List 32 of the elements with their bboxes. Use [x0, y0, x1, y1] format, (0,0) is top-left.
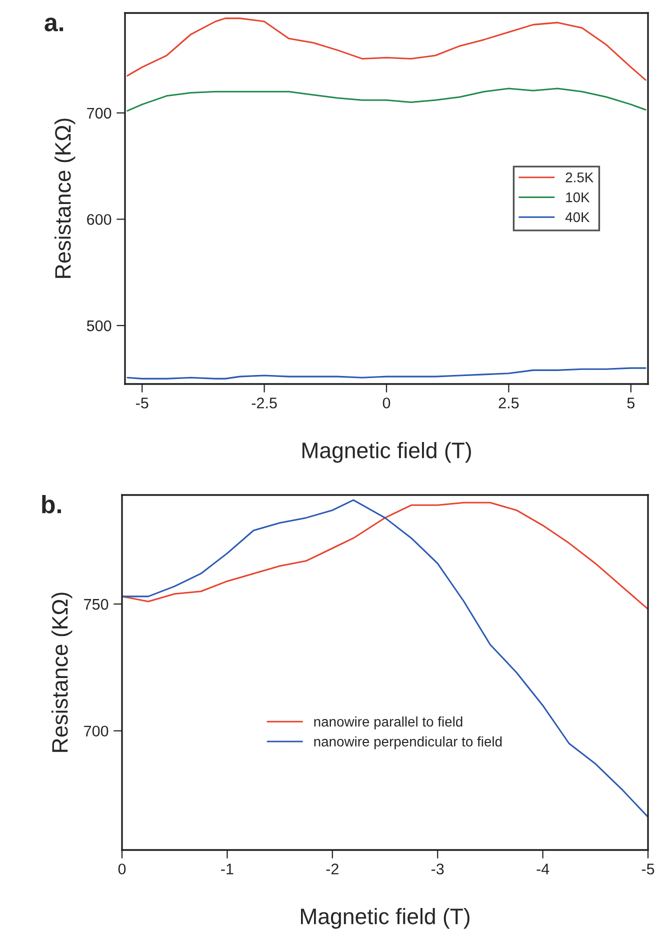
y-axis-title: Resistance (KΩ) — [51, 592, 72, 752]
x-tick-label: -5 — [642, 864, 654, 874]
y-tick-label: 700 — [84, 726, 108, 737]
line-series — [122, 502, 648, 610]
x-tick-label: 2.5 — [498, 398, 519, 408]
text: a. — [44, 18, 64, 32]
line-series — [126, 367, 646, 380]
x-tick-label: 0 — [382, 398, 390, 408]
x-tick-label: 5 — [627, 398, 634, 408]
text: b. — [42, 495, 61, 514]
y-tick-label: 700 — [87, 108, 112, 119]
x-tick-label: -2.5 — [252, 398, 277, 408]
x-axis-title: Magnetic field (T) — [301, 908, 470, 929]
legend-label: nanowire parallel to field — [314, 716, 462, 730]
x-tick-label: -5 — [136, 398, 148, 408]
x-axis-title: Magnetic field (T) — [302, 442, 471, 463]
legend-label: nanowire perpendicular to field — [314, 736, 502, 750]
legend-label: 2.5K — [566, 172, 594, 182]
x-tick-label: -1 — [221, 864, 234, 874]
x-tick-label: -3 — [431, 864, 444, 874]
legend-label: 40K — [565, 212, 590, 222]
y-tick-label: 500 — [86, 320, 112, 332]
x-tick-label: -4 — [536, 864, 550, 874]
x-tick-label: 0 — [118, 864, 126, 874]
y-tick-label: 750 — [84, 598, 108, 610]
line-series — [122, 499, 648, 818]
y-axis-title: Resistance (KΩ) — [54, 118, 76, 278]
line-series — [126, 18, 646, 81]
line-series — [126, 88, 646, 112]
legend-label: 10K — [566, 192, 590, 202]
y-tick-label: 600 — [87, 214, 112, 225]
x-tick-label: -2 — [326, 864, 338, 874]
